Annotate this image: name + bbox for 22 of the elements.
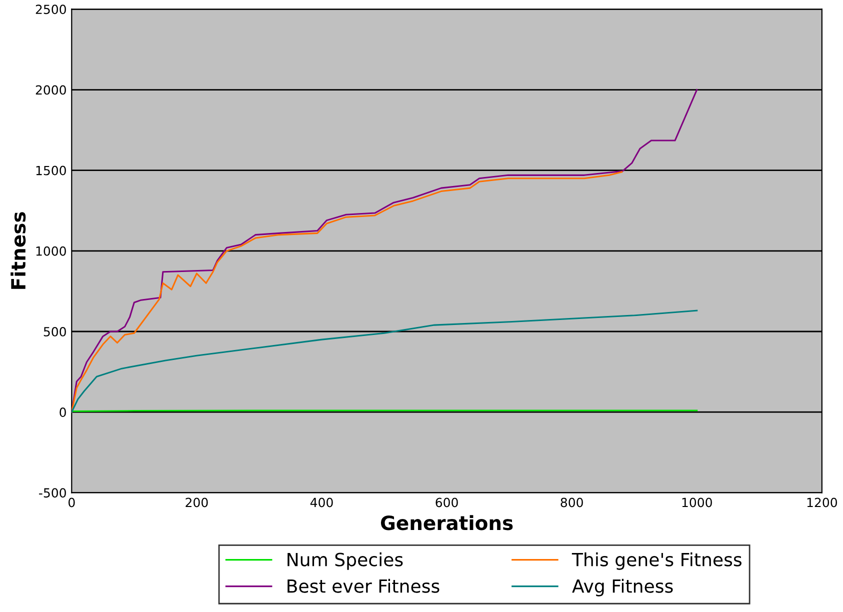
y-tick-label: 500 — [44, 326, 66, 336]
legend-label: Num Species — [288, 552, 403, 570]
legend-label: Best ever Fitness — [288, 578, 440, 593]
y-tick-label: 2500 — [36, 4, 66, 14]
legend-label: Avg Fitness — [572, 578, 673, 596]
y-tick-label: 1000 — [36, 246, 66, 256]
y-tick-label: 0 — [60, 408, 66, 418]
y-tick-label: -500 — [39, 488, 66, 498]
line-series — [72, 171, 623, 413]
legend-label: This gene's Fitness — [572, 552, 742, 570]
x-tick-label: 1200 — [807, 498, 837, 508]
line-series — [72, 310, 698, 413]
x-tick-label: 0 — [68, 498, 75, 508]
y-axis-title: Fitness — [10, 212, 26, 289]
y-tick-label: 1500 — [36, 166, 66, 176]
x-tick-label: 200 — [186, 498, 208, 508]
x-tick-label: 400 — [310, 498, 333, 508]
x-axis-title: Generations — [380, 515, 513, 530]
x-tick-label: 1000 — [682, 498, 712, 508]
y-tick-label: 2000 — [36, 85, 66, 95]
x-tick-label: 600 — [436, 498, 458, 508]
x-tick-label: 800 — [560, 498, 583, 508]
